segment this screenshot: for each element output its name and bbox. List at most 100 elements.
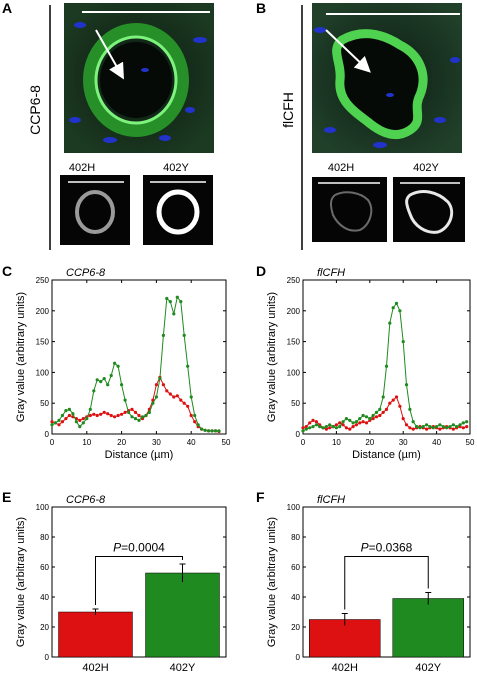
x-tick-label: 30 bbox=[152, 438, 161, 447]
series-line bbox=[302, 302, 467, 432]
micrograph-main bbox=[64, 3, 214, 153]
data-point bbox=[438, 423, 442, 427]
data-point bbox=[116, 413, 120, 418]
data-point bbox=[341, 423, 345, 427]
data-point bbox=[364, 421, 369, 425]
data-point bbox=[401, 340, 405, 344]
bar-chart-flcfh: flCFH Gray value (arbitrary units) 0 20 40 60… bbox=[266, 494, 471, 674]
panel-d: D flCFH Gray value (arbitrary units) 0 50 10… bbox=[256, 263, 475, 461]
data-point bbox=[358, 421, 362, 425]
x-tick-label: 50 bbox=[466, 438, 475, 447]
data-point bbox=[388, 321, 392, 325]
data-point bbox=[421, 425, 425, 429]
data-point bbox=[465, 425, 469, 429]
y-tick-label: 80 bbox=[291, 533, 300, 542]
data-point bbox=[193, 420, 197, 424]
y-tick-label: 60 bbox=[40, 563, 49, 572]
data-point bbox=[120, 383, 124, 387]
data-point bbox=[378, 413, 382, 418]
data-point bbox=[64, 417, 68, 421]
data-point bbox=[67, 407, 71, 411]
bar bbox=[145, 572, 220, 658]
significance-bracket bbox=[344, 556, 429, 610]
data-point bbox=[425, 423, 429, 427]
data-point bbox=[179, 398, 183, 402]
bar bbox=[58, 611, 133, 658]
data-point bbox=[301, 429, 305, 433]
data-point bbox=[328, 423, 332, 427]
data-point bbox=[217, 429, 221, 433]
data-point bbox=[314, 423, 318, 427]
data-point bbox=[193, 413, 197, 418]
data-point bbox=[394, 301, 399, 305]
p-value: =0.0004 bbox=[121, 541, 165, 555]
data-point bbox=[71, 412, 75, 416]
data-point bbox=[455, 425, 459, 429]
data-point bbox=[203, 428, 207, 432]
data-point bbox=[210, 429, 214, 433]
panel-a: A CCP6-8 402H 402Y bbox=[2, 0, 214, 250]
data-point bbox=[361, 420, 365, 424]
data-point bbox=[358, 417, 362, 421]
data-point bbox=[109, 413, 113, 418]
data-point bbox=[394, 395, 399, 399]
panel-e: E CCP6-8 Gray value (arbitrary units) 0 20 4… bbox=[2, 489, 227, 674]
panel-c: C CCP6-8 Gray value (arbitrary units) 0 50 1… bbox=[2, 263, 231, 461]
x-tick-label: 0 bbox=[50, 438, 55, 447]
data-point bbox=[123, 398, 127, 402]
data-point bbox=[189, 413, 193, 418]
data-point bbox=[120, 412, 124, 416]
data-point bbox=[461, 426, 465, 430]
y-axis-label: Gray value (arbitrary units) bbox=[266, 517, 278, 647]
data-point bbox=[81, 421, 85, 425]
panel-letter: F bbox=[256, 489, 265, 505]
y-tick-label: 150 bbox=[36, 338, 50, 347]
chart-title: flCFH bbox=[317, 494, 345, 506]
data-point bbox=[137, 418, 141, 422]
data-point bbox=[92, 412, 96, 416]
data-point bbox=[348, 427, 352, 431]
data-point bbox=[344, 426, 348, 430]
data-point bbox=[60, 420, 64, 424]
panel-letter: B bbox=[256, 0, 266, 16]
data-point bbox=[331, 425, 335, 429]
data-point bbox=[151, 401, 155, 405]
p-symbol: P bbox=[113, 541, 121, 555]
data-point bbox=[458, 423, 462, 427]
x-tick-label: 0 bbox=[301, 438, 306, 447]
data-point bbox=[50, 420, 54, 424]
y-tick-label: 60 bbox=[291, 563, 300, 572]
data-point bbox=[368, 417, 372, 421]
data-point bbox=[154, 383, 158, 387]
data-point bbox=[304, 427, 308, 431]
data-point bbox=[99, 412, 103, 416]
data-point bbox=[404, 383, 409, 387]
data-point bbox=[130, 407, 134, 411]
data-point bbox=[328, 426, 332, 430]
data-point bbox=[351, 421, 355, 425]
data-point bbox=[214, 429, 218, 433]
data-point bbox=[311, 425, 315, 429]
y-tick-label: 100 bbox=[287, 503, 301, 512]
data-point bbox=[186, 364, 190, 368]
data-point bbox=[418, 426, 422, 430]
data-point bbox=[384, 364, 389, 368]
data-point bbox=[448, 425, 452, 429]
p-value-annotation: P=0.0368 bbox=[361, 541, 413, 555]
data-point bbox=[95, 413, 99, 418]
chart-title: CCP6-8 bbox=[66, 267, 106, 279]
data-point bbox=[161, 383, 165, 387]
panel-letter: A bbox=[2, 0, 12, 16]
data-point bbox=[351, 425, 355, 429]
x-tick-label: 10 bbox=[332, 438, 341, 447]
data-point bbox=[354, 423, 358, 427]
data-point bbox=[109, 373, 113, 378]
y-tick-label: 0 bbox=[296, 430, 301, 439]
y-axis-label: Gray value (arbitrary units) bbox=[15, 292, 27, 422]
data-point bbox=[74, 420, 78, 424]
y-tick-label: 50 bbox=[40, 399, 49, 408]
p-symbol: P bbox=[361, 541, 369, 555]
significance-bracket bbox=[95, 556, 183, 605]
data-point bbox=[67, 413, 71, 418]
